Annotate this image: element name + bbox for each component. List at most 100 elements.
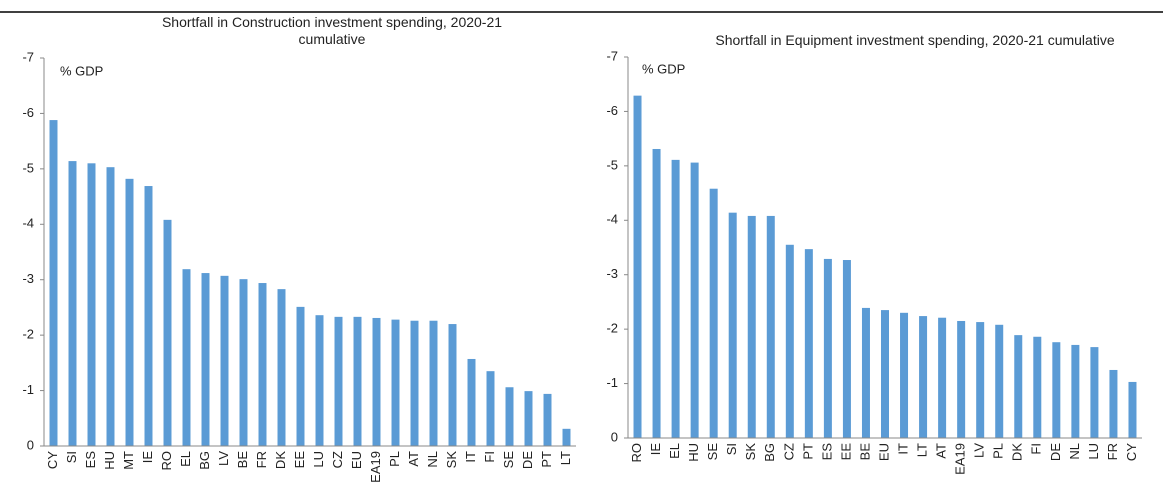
y-axis-label: % GDP bbox=[60, 63, 103, 78]
x-tick-label: BE bbox=[857, 443, 872, 461]
y-tick-label: -3 bbox=[606, 266, 618, 281]
bar bbox=[919, 316, 928, 438]
bar bbox=[505, 387, 514, 446]
bar bbox=[633, 95, 642, 438]
bar bbox=[182, 269, 191, 446]
bar bbox=[87, 163, 96, 447]
bar bbox=[957, 320, 966, 438]
x-tick-label: HU bbox=[686, 443, 701, 462]
bar bbox=[144, 186, 153, 447]
bar bbox=[842, 260, 851, 438]
bar bbox=[353, 316, 362, 446]
y-tick-label: -4 bbox=[22, 216, 34, 231]
bar bbox=[652, 148, 661, 438]
bar bbox=[766, 215, 775, 438]
bar bbox=[823, 258, 832, 438]
x-tick-label: SI bbox=[64, 451, 79, 463]
x-tick-label: EL bbox=[178, 451, 193, 467]
x-tick-label: RO bbox=[159, 451, 174, 471]
x-tick-label: LU bbox=[311, 451, 326, 468]
x-tick-label: CY bbox=[45, 451, 60, 469]
bar bbox=[467, 358, 476, 446]
y-tick-label: -2 bbox=[606, 321, 618, 336]
bar bbox=[372, 317, 381, 446]
x-tick-label: LU bbox=[1086, 443, 1101, 460]
bar bbox=[900, 312, 909, 438]
bar bbox=[391, 319, 400, 446]
x-tick-label: PL bbox=[387, 451, 402, 467]
x-tick-label: ES bbox=[83, 451, 98, 469]
x-tick-label: SK bbox=[743, 443, 758, 461]
x-tick-label: PT bbox=[800, 443, 815, 460]
x-tick-label: IT bbox=[895, 443, 910, 455]
x-tick-label: AT bbox=[406, 451, 421, 467]
y-axis-label: % GDP bbox=[642, 61, 685, 76]
bar bbox=[976, 322, 985, 438]
y-tick-label: -6 bbox=[606, 103, 618, 118]
x-tick-label: SI bbox=[724, 443, 739, 455]
bar bbox=[861, 307, 870, 438]
bar bbox=[1052, 342, 1061, 438]
x-tick-label: EU bbox=[876, 443, 891, 461]
bar bbox=[220, 275, 229, 446]
bar bbox=[524, 391, 533, 446]
x-tick-label: BE bbox=[235, 451, 250, 469]
bar bbox=[995, 324, 1004, 438]
x-tick-label: FR bbox=[1105, 443, 1120, 460]
y-tick-label: 0 bbox=[27, 437, 34, 452]
y-tick-label: -4 bbox=[606, 212, 618, 227]
bar bbox=[938, 317, 947, 438]
bar bbox=[258, 283, 267, 446]
x-tick-label: SK bbox=[444, 451, 459, 469]
y-tick-label: -5 bbox=[606, 157, 618, 172]
bar bbox=[448, 324, 457, 446]
x-tick-label: EU bbox=[349, 451, 364, 469]
y-tick-label: 0 bbox=[611, 429, 618, 444]
bar bbox=[1014, 335, 1023, 438]
x-tick-label: RO bbox=[629, 443, 644, 463]
x-tick-label: SE bbox=[705, 443, 720, 461]
chart-title: Shortfall in Equipment investment spendi… bbox=[715, 32, 1115, 48]
bar bbox=[429, 320, 438, 446]
bar bbox=[881, 310, 889, 438]
x-tick-label: MT bbox=[121, 451, 136, 470]
x-tick-label: LV bbox=[216, 451, 231, 466]
x-tick-label: PL bbox=[991, 443, 1006, 459]
x-tick-label: FR bbox=[254, 451, 269, 468]
x-tick-label: DE bbox=[520, 451, 535, 469]
bar bbox=[1033, 336, 1042, 438]
x-tick-label: EE bbox=[292, 451, 307, 469]
x-tick-label: CY bbox=[1124, 443, 1139, 461]
x-tick-label: BG bbox=[197, 451, 212, 470]
bar bbox=[68, 161, 77, 446]
chart-title: Shortfall in Construction investment spe… bbox=[161, 14, 503, 47]
x-tick-label: EL bbox=[667, 443, 682, 459]
x-tick-label: FI bbox=[482, 451, 497, 463]
bar bbox=[315, 315, 324, 446]
x-tick-label: PT bbox=[539, 451, 554, 468]
y-tick-label: -7 bbox=[22, 49, 34, 64]
bar bbox=[1090, 347, 1099, 438]
bar bbox=[690, 162, 699, 438]
x-tick-label: HU bbox=[102, 451, 117, 470]
bar bbox=[709, 188, 718, 438]
x-tick-label: LT bbox=[915, 443, 930, 457]
x-tick-label: IT bbox=[463, 451, 478, 463]
y-tick-label: -2 bbox=[22, 327, 34, 342]
y-tick-label: -7 bbox=[606, 48, 618, 63]
x-tick-label: LT bbox=[558, 451, 573, 465]
x-tick-label: IE bbox=[648, 443, 663, 456]
x-tick-label: DK bbox=[273, 451, 288, 469]
bar bbox=[1109, 369, 1118, 438]
bar bbox=[125, 178, 134, 446]
x-tick-label: FI bbox=[1029, 443, 1044, 455]
x-tick-label: LV bbox=[972, 443, 987, 458]
bar bbox=[201, 273, 210, 446]
y-tick-label: -1 bbox=[22, 382, 34, 397]
x-tick-label: AT bbox=[934, 443, 949, 459]
bar bbox=[728, 212, 737, 438]
x-tick-label: DE bbox=[1048, 443, 1063, 461]
bar bbox=[163, 219, 172, 446]
